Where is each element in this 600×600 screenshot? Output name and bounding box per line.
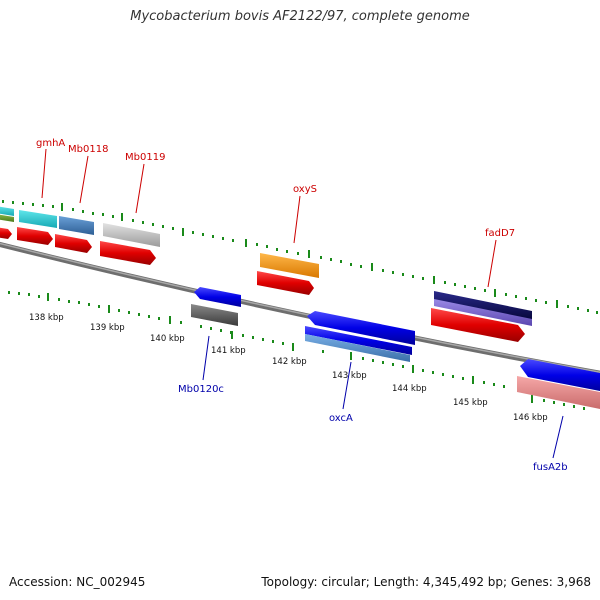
reverse-tick-track: [8, 291, 585, 410]
genome-summary: Topology: circular; Length: 4,345,492 bp…: [261, 575, 591, 589]
gene-feature[interactable]: [0, 227, 12, 239]
gene-feature[interactable]: [257, 271, 314, 295]
gene-Mb0119[interactable]: [103, 223, 160, 247]
forward-strand-features: [0, 206, 532, 342]
gene-oxyS[interactable]: [260, 253, 319, 278]
gene-feature[interactable]: [517, 376, 600, 410]
gene-feature[interactable]: [305, 334, 410, 362]
scale-label: 142 kbp: [272, 357, 307, 367]
gene-feature[interactable]: [55, 234, 92, 253]
forward-tick-track: [2, 200, 598, 314]
scale-label: 145 kbp: [453, 398, 488, 408]
gene-feature[interactable]: [431, 308, 525, 342]
gene-gmhA[interactable]: [19, 210, 57, 228]
gene-feature[interactable]: [0, 206, 14, 216]
scale-label: 144 kbp: [392, 384, 427, 394]
gene-feature[interactable]: [434, 299, 532, 326]
forward-gene-labels: gmhA Mb0118 Mb0119 oxyS fadD7: [36, 138, 515, 239]
gene-feature[interactable]: [307, 311, 415, 345]
gene-label-fadD7[interactable]: fadD7: [485, 228, 515, 239]
gene-label-oxyS[interactable]: oxyS: [293, 184, 317, 195]
scale-label: 146 kbp: [513, 413, 548, 423]
gene-label-oxcA[interactable]: oxcA: [329, 413, 353, 424]
scale-label: 141 kbp: [211, 346, 246, 356]
reverse-label-leaders: [202, 335, 564, 459]
gene-feature[interactable]: [0, 214, 14, 222]
gene-label-fusA2b[interactable]: fusA2b: [533, 462, 568, 473]
map-title: Mycobacterium bovis AF2122/97, complete …: [130, 9, 470, 24]
scale-label: 143 kbp: [332, 371, 367, 381]
gene-feature[interactable]: [191, 304, 238, 326]
scale-label: 139 kbp: [90, 323, 125, 333]
accession-label: Accession: NC_002945: [9, 575, 146, 589]
gene-label-gmhA[interactable]: gmhA: [36, 138, 65, 149]
gene-Mb0120c[interactable]: [194, 287, 241, 307]
genome-backbone: [0, 241, 600, 376]
reverse-strand-features: [191, 287, 600, 410]
scale-label: 138 kbp: [29, 313, 64, 323]
gene-label-Mb0120c[interactable]: Mb0120c: [178, 384, 224, 395]
genome-backbone-highlight: [0, 242, 600, 373]
gene-feature[interactable]: [100, 241, 156, 265]
forward-label-leaders: [41, 148, 497, 288]
gene-label-Mb0118[interactable]: Mb0118: [68, 144, 108, 155]
gene-oxcA[interactable]: [305, 326, 412, 355]
reverse-gene-labels: Mb0120c oxcA fusA2b: [178, 384, 568, 473]
scale-labels: 138 kbp 139 kbp 140 kbp 141 kbp 142 kbp …: [29, 313, 548, 423]
gene-fusA2b[interactable]: [520, 359, 600, 392]
topology-label: Topology: circular; Length: 4,345,492 bp…: [261, 575, 591, 589]
gene-fadD7[interactable]: [434, 291, 532, 320]
gene-label-Mb0119[interactable]: Mb0119: [125, 152, 165, 163]
gene-Mb0118[interactable]: [59, 216, 94, 235]
gene-feature[interactable]: [17, 227, 53, 245]
scale-label: 140 kbp: [150, 334, 185, 344]
